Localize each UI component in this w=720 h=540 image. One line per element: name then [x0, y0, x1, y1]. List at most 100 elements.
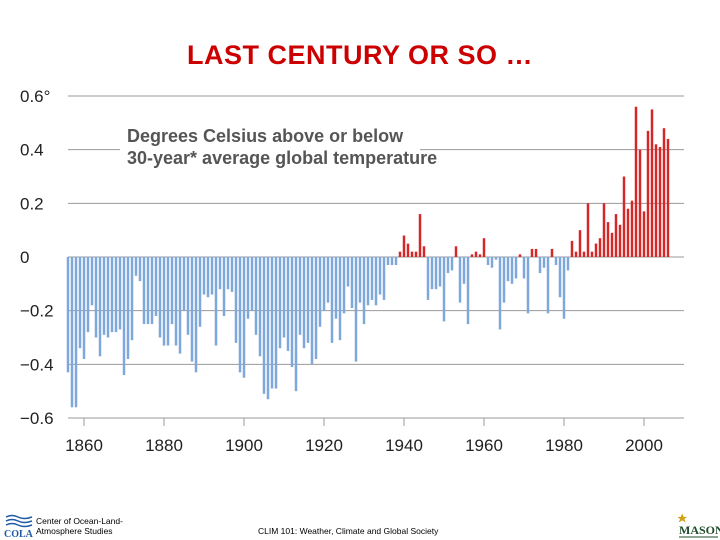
bar	[290, 257, 294, 368]
mason-logo: MASON	[677, 513, 720, 538]
bar	[286, 257, 290, 351]
bar	[182, 257, 186, 311]
bar	[594, 243, 598, 257]
bar	[442, 257, 446, 322]
bar	[302, 257, 306, 349]
bar	[574, 251, 578, 257]
bar	[330, 257, 334, 343]
bar	[314, 257, 318, 359]
bar	[666, 138, 670, 257]
bar	[610, 232, 614, 257]
bar	[142, 257, 146, 325]
bar	[534, 248, 538, 257]
bar	[318, 257, 322, 327]
temperature-anomaly-chart: 0.6° 0.4 0.2 0 −0.2 −0.4 −0.6 1860 1880 1900 1920…	[20, 87, 684, 455]
cola-logo: COLA	[4, 514, 34, 538]
bar	[390, 257, 394, 266]
bar	[398, 251, 402, 257]
bar	[198, 257, 202, 327]
bar	[466, 257, 470, 325]
bar	[474, 251, 478, 257]
bar	[366, 257, 370, 306]
footer-org-line1: Center of Ocean-Land-	[36, 516, 123, 526]
bar	[190, 257, 194, 362]
bar	[538, 257, 542, 274]
bar	[506, 257, 510, 282]
bar	[494, 257, 498, 260]
bar	[178, 257, 182, 354]
bar	[590, 251, 594, 257]
bar	[262, 257, 266, 394]
bar	[338, 257, 342, 341]
bar	[126, 257, 130, 359]
bar	[70, 257, 74, 408]
bar	[214, 257, 218, 346]
chart-title-line2: 30-year* average global temperature	[127, 148, 437, 168]
footer-course-title: CLIM 101: Weather, Climate and Global So…	[258, 526, 439, 536]
bar	[414, 251, 418, 257]
bar	[278, 257, 282, 349]
y-tick-label: −0.6	[20, 409, 54, 428]
bar	[82, 257, 86, 359]
bar	[270, 257, 274, 389]
bar	[158, 257, 162, 338]
bar	[386, 257, 390, 266]
footer-org-line2: Atmosphere Studies	[36, 526, 113, 536]
bar	[498, 257, 502, 330]
bar	[406, 243, 410, 257]
bar	[154, 257, 158, 317]
chart-title-background	[120, 116, 420, 174]
bar	[342, 257, 346, 314]
bar	[446, 257, 450, 274]
bar	[586, 203, 590, 257]
bar	[162, 257, 166, 346]
bar	[130, 257, 134, 341]
bar	[306, 257, 310, 343]
bar	[626, 208, 630, 257]
bar	[502, 257, 506, 303]
bar	[482, 238, 486, 257]
bar	[650, 109, 654, 258]
bar	[578, 230, 582, 257]
bar	[654, 144, 658, 257]
svg-text:MASON: MASON	[679, 523, 720, 537]
bar	[646, 130, 650, 257]
bar	[258, 257, 262, 357]
bar	[114, 257, 118, 333]
bar	[478, 254, 482, 257]
bar	[490, 257, 494, 268]
x-tick-label: 1920	[305, 436, 343, 455]
bar	[486, 257, 490, 266]
y-tick-label: −0.4	[20, 355, 54, 374]
bar	[430, 257, 434, 290]
bar	[410, 251, 414, 257]
bar	[358, 257, 362, 303]
chart-title-line1: Degrees Celsius above or below	[127, 126, 404, 146]
bar	[382, 257, 386, 300]
x-tick-label: 1880	[145, 436, 183, 455]
bar	[546, 257, 550, 314]
bar	[170, 257, 174, 325]
x-tick-label: 2000	[625, 436, 663, 455]
bar	[282, 257, 286, 338]
bar	[662, 128, 666, 257]
bar	[350, 257, 354, 308]
bar	[422, 246, 426, 257]
bar	[242, 257, 246, 378]
bar	[226, 257, 230, 290]
bar	[638, 149, 642, 257]
bar	[138, 257, 142, 282]
bar	[194, 257, 198, 373]
bar	[78, 257, 82, 349]
bar	[374, 257, 378, 306]
bar	[550, 248, 554, 257]
bar	[558, 257, 562, 298]
bar	[362, 257, 366, 325]
bar	[218, 257, 222, 290]
bar	[98, 257, 102, 357]
bar	[250, 257, 254, 311]
bar	[450, 257, 454, 271]
bar	[542, 257, 546, 268]
bar	[370, 257, 374, 300]
bar	[510, 257, 514, 284]
